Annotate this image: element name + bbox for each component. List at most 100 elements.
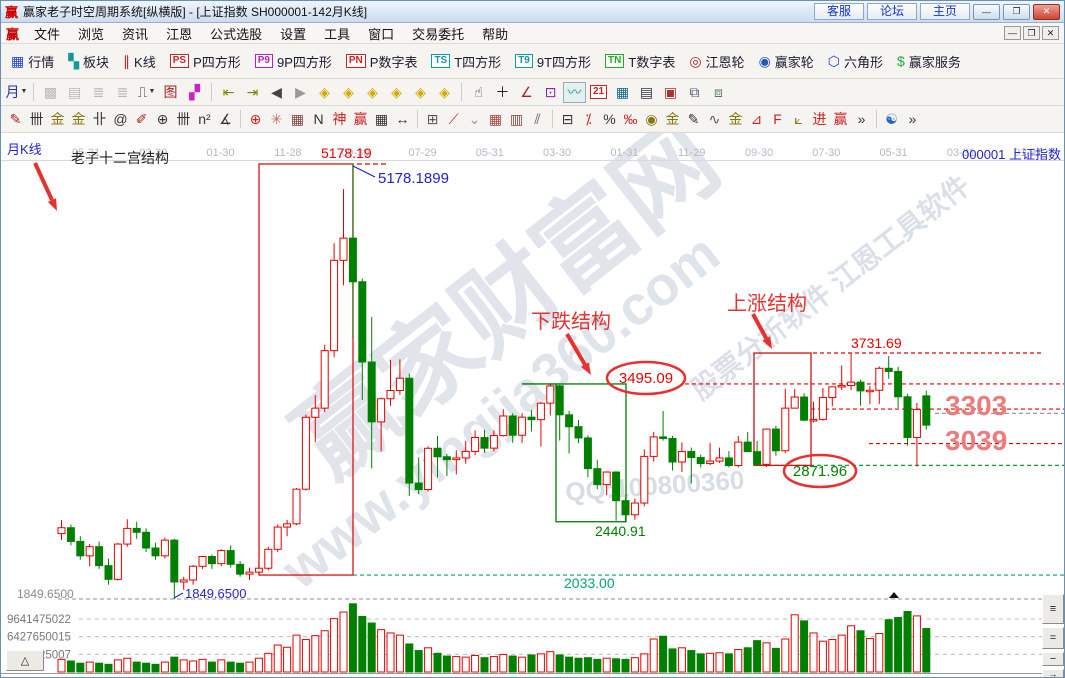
pen-flag-icon[interactable]: ✎	[683, 109, 704, 129]
menu-item-浏览[interactable]: 浏览	[78, 26, 105, 42]
expand-volume-button[interactable]: △	[6, 650, 44, 671]
nav-last-icon[interactable]: ⇥	[241, 82, 264, 103]
golden-ruler-1-icon[interactable]: 金	[47, 109, 68, 129]
kline-chart-area[interactable]: 赢家财富网 www.yingjia360.com 股票分析软件 江恩工具软件 QQ:1…	[1, 133, 1065, 678]
target-circle-icon[interactable]: ⊕	[245, 109, 266, 129]
period-month-dropdown-icon[interactable]: 月 ▼	[5, 82, 28, 103]
shen-tool-icon[interactable]: 神	[329, 109, 350, 129]
grid-red-icon[interactable]: ▦	[485, 109, 506, 129]
forum-button[interactable]: 论坛	[866, 3, 917, 20]
brush-tool-icon[interactable]: ✎	[5, 109, 26, 129]
toolbar-item-quotes[interactable]: ▦ 行情	[5, 50, 60, 73]
n-wave-icon[interactable]: Ν	[308, 109, 329, 129]
menu-item-工具[interactable]: 工具	[324, 26, 351, 42]
gold-level-icon[interactable]: 金	[725, 109, 746, 129]
child-restore-button[interactable]: ❐	[1023, 26, 1040, 40]
menu-item-帮助[interactable]: 帮助	[482, 26, 509, 42]
toolbar-item-winner-wheel[interactable]: ◉ 赢家轮	[753, 50, 820, 73]
parallel-lines-icon[interactable]: ⫽	[527, 109, 548, 129]
customer-service-button[interactable]: 客服	[813, 3, 864, 20]
toolbar-item-9p-square[interactable]: P9 9P四方形	[249, 50, 338, 73]
f-ruler-icon[interactable]: 卝	[89, 109, 110, 129]
menu-item-资讯[interactable]: 资讯	[122, 26, 149, 42]
overlap-tool-icon[interactable]: ▩	[39, 82, 62, 103]
nav-next-icon[interactable]: ▶	[289, 82, 312, 103]
j-angle-icon[interactable]: ⊿	[746, 109, 767, 129]
toolbar-item-winner-service[interactable]: $ 赢家服务	[891, 50, 967, 73]
gann-diamond-4-icon[interactable]: ◈	[385, 82, 408, 103]
nav-prev-icon[interactable]: ◀	[265, 82, 288, 103]
overflow-icon[interactable]: »	[851, 109, 872, 129]
save-icon[interactable]: ▣	[659, 82, 682, 103]
toolbar-item-p-number-table[interactable]: PN P数字表	[340, 50, 424, 73]
toolbar-item-kline[interactable]: ∥ K线	[117, 50, 162, 73]
frame-tool-icon[interactable]: ⊞	[422, 109, 443, 129]
color-bars-icon[interactable]: ▞	[183, 82, 206, 103]
menu-item-交易委托[interactable]: 交易委托	[412, 26, 465, 42]
ray-fan-icon[interactable]: ⟋	[443, 109, 464, 129]
calculator-icon[interactable]: ▦	[611, 82, 634, 103]
bars3-tool-icon[interactable]: ≣	[87, 82, 110, 103]
menu-item-窗口[interactable]: 窗口	[368, 26, 395, 42]
gann-grid-icon[interactable]: 卌	[26, 109, 47, 129]
compress-1-button[interactable]: −	[1042, 652, 1064, 666]
red-pen-icon[interactable]: ✐	[131, 109, 152, 129]
price-grid-icon[interactable]: ▦	[371, 109, 392, 129]
minimize-button[interactable]: —	[973, 3, 1000, 20]
child-close-button[interactable]: ✕	[1042, 26, 1059, 40]
percent-level-icon[interactable]: ‰	[620, 109, 641, 129]
taiji-icon[interactable]: ☯	[881, 109, 902, 129]
menu-item-公式选股[interactable]: 公式选股	[210, 26, 263, 42]
toolbar-item-sectors[interactable]: ▚ 板块	[62, 50, 115, 73]
width-tool-icon[interactable]: ↔	[392, 109, 413, 129]
time-circle-icon[interactable]: ⊕	[152, 109, 173, 129]
notes-tool-icon[interactable]: ▤	[63, 82, 86, 103]
gann-diamond-5-icon[interactable]: ◈	[409, 82, 432, 103]
notepad-icon[interactable]: ▤	[635, 82, 658, 103]
golden-ruler-2-icon[interactable]: 金	[68, 109, 89, 129]
grid-box-icon[interactable]: ▥	[506, 109, 527, 129]
n-square-icon[interactable]: n²	[194, 109, 215, 129]
close-button[interactable]: ✕	[1033, 3, 1060, 20]
percent-line-icon[interactable]: ⁒	[578, 109, 599, 129]
gold-angle-icon[interactable]: ⟀	[788, 109, 809, 129]
toolbar-item-p-square[interactable]: PS P四方形	[164, 50, 247, 73]
box-grid-icon[interactable]: ▦	[287, 109, 308, 129]
toolbar-item-t-number-table[interactable]: TN T数字表	[599, 50, 681, 73]
gann-diamond-1-icon[interactable]: ◈	[313, 82, 336, 103]
spiral-tool-icon[interactable]: @	[110, 109, 131, 129]
compress-2-button[interactable]: =	[1042, 627, 1064, 649]
remote-pc-icon[interactable]: ⧈	[707, 82, 730, 103]
menu-item-江恩[interactable]: 江恩	[166, 26, 193, 42]
child-minimize-button[interactable]: —	[1004, 26, 1021, 40]
compress-3-button[interactable]: ≡	[1042, 594, 1064, 624]
candle-style-dropdown-icon[interactable]: ⎍ ▼	[135, 82, 158, 103]
scale-tool-icon[interactable]: ⊟	[557, 109, 578, 129]
wave-down-icon[interactable]: ⌄	[464, 109, 485, 129]
toolbar-item-hexagon[interactable]: ⬡ 六角形	[822, 50, 889, 73]
shift-right-button[interactable]: →	[1042, 669, 1064, 677]
ying-line-icon[interactable]: 赢	[830, 109, 851, 129]
gann-diamond-6-icon[interactable]: ◈	[433, 82, 456, 103]
toolbar-item-gann-wheel[interactable]: ◎ 江恩轮	[683, 50, 750, 73]
compass-tool-icon[interactable]: ∡	[215, 109, 236, 129]
gold-circle-icon[interactable]: ◉	[641, 109, 662, 129]
gann-box-tool-icon[interactable]: ⊡	[539, 82, 562, 103]
menu-item-设置[interactable]: 设置	[280, 26, 307, 42]
toolbar-item-t-square[interactable]: TS T四方形	[425, 50, 507, 73]
wave-line-icon[interactable]: ∿	[704, 109, 725, 129]
wave-select-tool-icon[interactable]: 〰	[563, 81, 586, 103]
speed-line-icon[interactable]: 进	[809, 109, 830, 129]
nav-first-icon[interactable]: ⇤	[217, 82, 240, 103]
maximize-button[interactable]: ❐	[1003, 3, 1030, 20]
ying-tool-icon[interactable]: 赢	[350, 109, 371, 129]
f-angle-icon[interactable]: F	[767, 109, 788, 129]
overflow-2-icon[interactable]: »	[902, 109, 923, 129]
percent-icon[interactable]: %	[599, 109, 620, 129]
hand-tool-icon[interactable]: ☝	[467, 82, 490, 103]
gold-line-icon[interactable]: 金	[662, 109, 683, 129]
gann-diamond-3-icon[interactable]: ◈	[361, 82, 384, 103]
chart-mode-icon[interactable]: 图	[159, 82, 182, 103]
menu-item-文件[interactable]: 文件	[34, 26, 61, 42]
